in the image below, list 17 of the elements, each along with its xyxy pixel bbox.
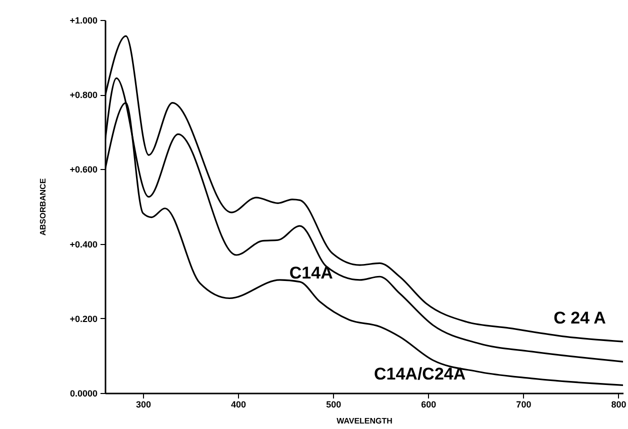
x-tick-label: 300 [136, 400, 152, 410]
y-tick-label: 0.0000 [70, 388, 98, 398]
y-axis-title: ABSORBANCE [38, 178, 48, 236]
x-axis-title: WAVELENGTH [336, 416, 393, 426]
y-tick-label: +0.800 [70, 90, 98, 100]
y-tick-label: +0.600 [70, 164, 98, 175]
series-label: C14A/C24A [374, 364, 466, 384]
series-label: C14A [289, 264, 333, 283]
x-tick-label: 500 [326, 400, 342, 410]
x-tick-label: 400 [231, 400, 246, 410]
y-tick-label: +1.000 [70, 16, 98, 26]
y-tick-label: +0.400 [70, 239, 98, 250]
y-tick-label: +0.200 [70, 314, 98, 324]
x-tick-label: 800 [611, 400, 626, 410]
series-label: C 24 A [554, 308, 606, 328]
x-tick-label: 700 [516, 400, 532, 410]
x-tick-label: 600 [421, 400, 436, 410]
